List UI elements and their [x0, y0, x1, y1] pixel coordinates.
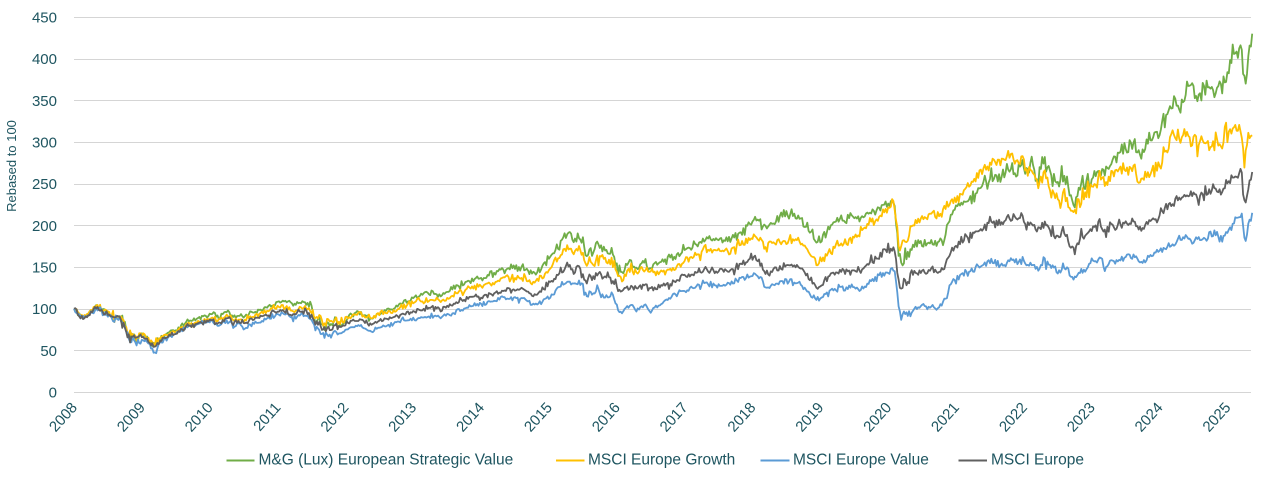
svg-text:2017: 2017 [657, 399, 692, 435]
svg-text:200: 200 [32, 218, 57, 235]
svg-text:2019: 2019 [792, 399, 827, 435]
svg-text:2021: 2021 [928, 399, 963, 435]
svg-text:2020: 2020 [860, 399, 895, 435]
svg-text:300: 300 [32, 135, 57, 152]
svg-text:2016: 2016 [589, 399, 624, 435]
svg-text:2014: 2014 [453, 399, 488, 435]
svg-text:350: 350 [32, 93, 57, 110]
svg-text:450: 450 [32, 10, 57, 27]
svg-text:2012: 2012 [317, 399, 352, 435]
svg-text:100: 100 [32, 301, 57, 318]
svg-text:2010: 2010 [182, 399, 217, 435]
svg-text:0: 0 [49, 385, 57, 402]
svg-text:150: 150 [32, 260, 57, 277]
svg-text:2009: 2009 [114, 399, 149, 435]
svg-text:2025: 2025 [1199, 399, 1234, 435]
svg-text:400: 400 [32, 51, 57, 68]
svg-text:MSCI Europe Growth: MSCI Europe Growth [588, 452, 735, 469]
svg-text:250: 250 [32, 176, 57, 193]
svg-text:M&G (Lux) European Strategic V: M&G (Lux) European Strategic Value [259, 452, 514, 469]
svg-text:2022: 2022 [996, 399, 1031, 435]
svg-text:50: 50 [40, 343, 57, 360]
svg-text:2015: 2015 [521, 399, 556, 435]
svg-text:MSCI Europe Value: MSCI Europe Value [793, 452, 929, 469]
svg-text:MSCI Europe: MSCI Europe [991, 452, 1084, 469]
svg-text:Rebased to 100: Rebased to 100 [4, 120, 19, 212]
svg-text:2024: 2024 [1132, 399, 1167, 435]
svg-text:2011: 2011 [250, 399, 284, 434]
svg-text:2023: 2023 [1064, 399, 1099, 435]
svg-text:2018: 2018 [725, 399, 760, 435]
svg-text:2013: 2013 [385, 399, 420, 435]
svg-text:2008: 2008 [46, 399, 81, 435]
